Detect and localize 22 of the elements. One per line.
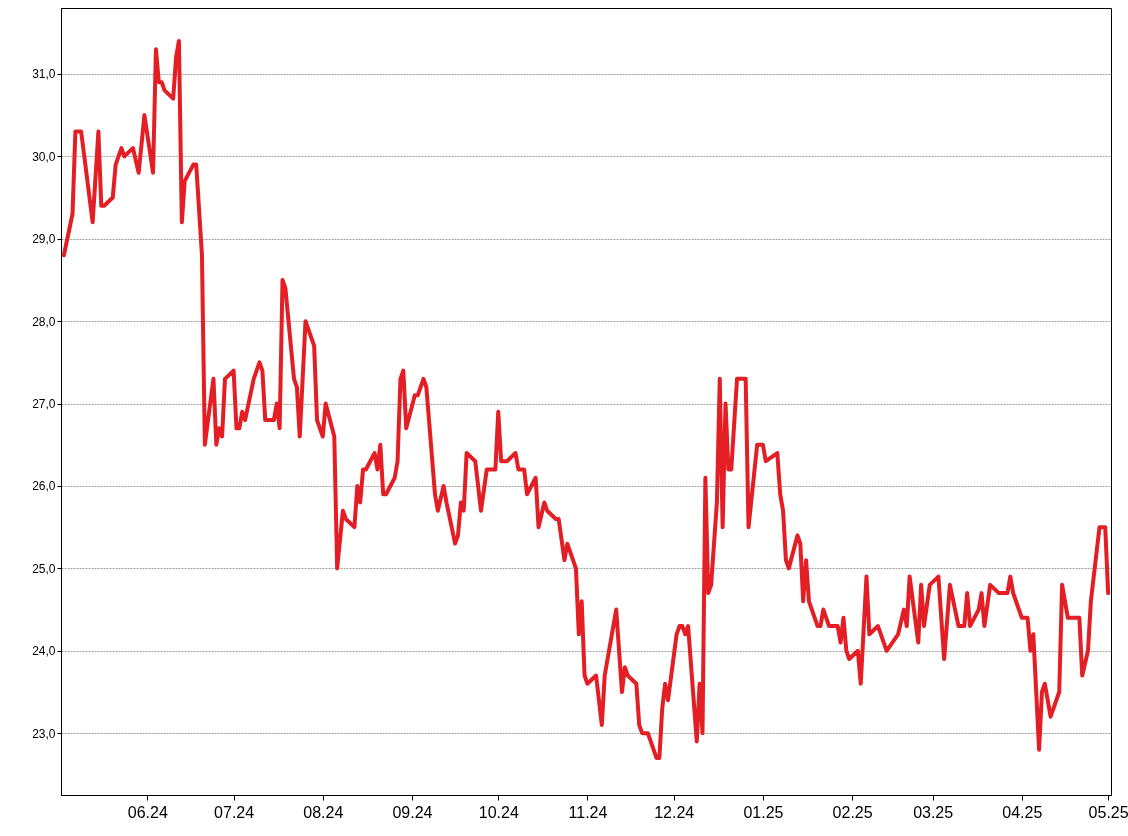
x-tick-label: 07.24 xyxy=(214,803,255,821)
y-tick-label: 23,0 xyxy=(32,726,56,741)
x-tick-label: 02.25 xyxy=(832,803,873,821)
x-tick-label: 12.24 xyxy=(654,803,695,821)
y-tick-label: 28,0 xyxy=(32,314,56,329)
x-tick-label: 08.24 xyxy=(303,803,344,821)
line-series xyxy=(61,38,1111,760)
x-tick-label: 04.25 xyxy=(1002,803,1043,821)
x-tick-label: 06.24 xyxy=(127,803,168,821)
y-tick-label: 25,0 xyxy=(32,561,56,576)
x-tick-label: 03.25 xyxy=(913,803,954,821)
y-tick-label: 24,0 xyxy=(32,644,56,659)
x-tick-label: 11.24 xyxy=(568,803,608,821)
x-tick-label: 05.25 xyxy=(1088,803,1128,821)
x-tick-label: 01.25 xyxy=(743,803,784,821)
y-tick-label: 26,0 xyxy=(32,479,56,494)
y-tick-label: 31,0 xyxy=(32,67,56,82)
x-tick-label: 10.24 xyxy=(478,803,519,821)
x-tick-label: 09.24 xyxy=(392,803,433,821)
y-tick-label: 30,0 xyxy=(32,149,56,164)
y-tick-label: 29,0 xyxy=(32,232,56,247)
y-tick-label: 27,0 xyxy=(32,397,56,412)
